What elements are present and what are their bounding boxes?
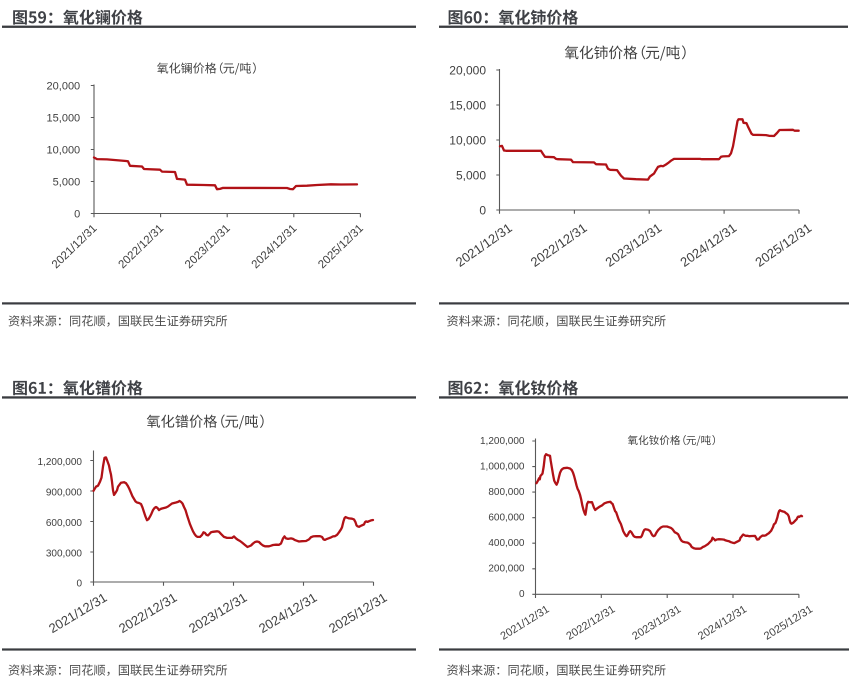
- svg-text:0: 0: [479, 203, 486, 217]
- svg-text:1,200,000: 1,200,000: [480, 436, 525, 447]
- svg-text:15,000: 15,000: [47, 112, 81, 124]
- svg-text:5,000: 5,000: [456, 168, 486, 182]
- svg-text:1,200,000: 1,200,000: [38, 457, 83, 468]
- svg-text:900,000: 900,000: [46, 488, 83, 499]
- svg-text:600,000: 600,000: [46, 518, 83, 529]
- svg-text:20,000: 20,000: [47, 80, 81, 92]
- svg-text:10,000: 10,000: [47, 144, 81, 156]
- svg-text:20,000: 20,000: [449, 63, 486, 77]
- svg-text:1,000,000: 1,000,000: [480, 461, 525, 472]
- svg-text:0: 0: [74, 208, 80, 220]
- svg-text:300,000: 300,000: [46, 549, 83, 560]
- svg-text:800,000: 800,000: [488, 487, 525, 498]
- svg-text:0: 0: [519, 589, 525, 600]
- svg-text:15,000: 15,000: [449, 98, 486, 112]
- svg-text:0: 0: [76, 579, 82, 590]
- svg-text:5,000: 5,000: [53, 176, 81, 188]
- svg-text:600,000: 600,000: [488, 513, 525, 524]
- svg-text:10,000: 10,000: [449, 133, 486, 147]
- svg-text:400,000: 400,000: [488, 538, 525, 549]
- svg-text:200,000: 200,000: [488, 564, 525, 575]
